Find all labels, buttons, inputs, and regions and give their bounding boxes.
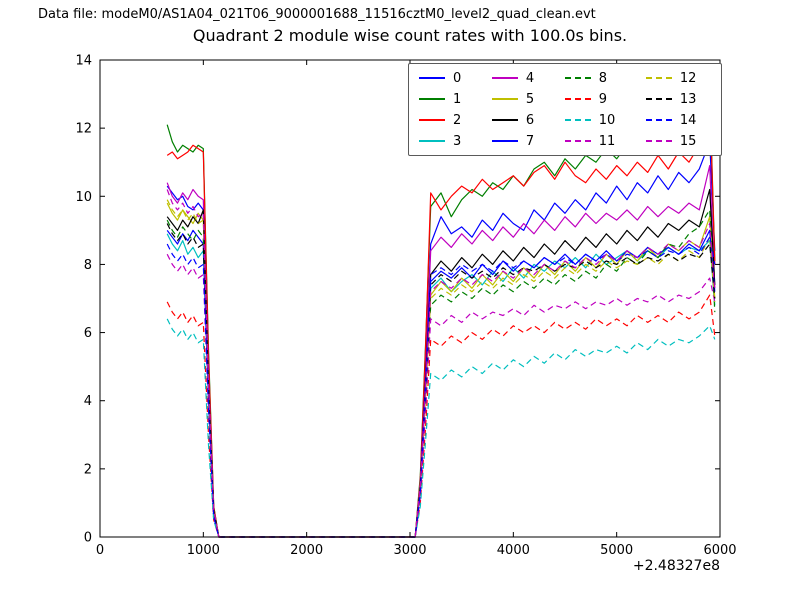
- series-line-15: [166, 189, 716, 538]
- legend-label: 3: [453, 133, 462, 149]
- series-line-3: [166, 233, 716, 538]
- legend-line-sample: [564, 119, 591, 121]
- x-tick-label: 0: [96, 543, 104, 558]
- legend-line-sample: [645, 77, 672, 79]
- legend-line-sample: [645, 140, 672, 142]
- legend-item-8: 8: [564, 69, 630, 87]
- y-tick-label: 6: [84, 326, 92, 341]
- legend-line-sample: [419, 98, 445, 100]
- x-tick-label: 6000: [703, 543, 736, 558]
- legend-line-sample: [645, 98, 672, 100]
- series-line-5: [166, 202, 716, 538]
- legend-label: 14: [679, 112, 697, 128]
- legend-label: 11: [598, 133, 616, 149]
- x-tick-label: 1000: [187, 543, 220, 558]
- legend-label: 6: [525, 112, 535, 128]
- y-tick-label: 0: [84, 531, 92, 546]
- legend-label: 12: [679, 70, 697, 86]
- legend-item-4: 4: [491, 69, 549, 87]
- legend-label: 7: [525, 133, 535, 149]
- legend-line-sample: [491, 98, 518, 100]
- y-tick-label: 8: [84, 258, 92, 273]
- legend-label: 4: [525, 70, 535, 86]
- y-tick-label: 4: [84, 394, 92, 409]
- series-line-8: [166, 209, 716, 538]
- legend-line-sample: [645, 119, 672, 121]
- x-tick-label: 4000: [497, 543, 530, 558]
- y-tick-label: 12: [75, 122, 92, 137]
- legend-item-9: 9: [564, 90, 630, 108]
- legend-item-15: 15: [645, 132, 711, 150]
- series-line-14: [166, 236, 716, 538]
- legend-item-12: 12: [645, 69, 711, 87]
- legend-line-sample: [564, 140, 591, 142]
- series-line-12: [166, 199, 716, 538]
- legend-label: 13: [679, 91, 697, 107]
- legend-line-sample: [491, 140, 518, 142]
- x-tick-label: 3000: [393, 543, 426, 558]
- x-axis-offset-label: +2.48327e8: [632, 558, 720, 574]
- legend-item-13: 13: [645, 90, 711, 108]
- y-tick-label: 2: [84, 462, 92, 477]
- legend: 0 1 2 3 4 5 6 7 8 9 10 11 12 13 14 15: [408, 63, 722, 156]
- legend-line-sample: [491, 77, 518, 79]
- legend-item-0: 0: [419, 69, 476, 87]
- series-line-13: [166, 223, 716, 538]
- series-line-11: [166, 253, 716, 538]
- legend-line-sample: [419, 77, 445, 79]
- legend-line-sample: [564, 98, 591, 100]
- legend-label: 15: [679, 133, 697, 149]
- legend-label: 1: [453, 91, 462, 107]
- legend-line-sample: [419, 140, 445, 142]
- x-tick-label: 5000: [600, 543, 633, 558]
- legend-label: 5: [525, 91, 535, 107]
- x-tick-label: 2000: [290, 543, 323, 558]
- series-line-0: [166, 141, 716, 538]
- legend-item-11: 11: [564, 132, 630, 150]
- datafile-label: Data file: modeM0/AS1A04_021T06_90000016…: [38, 7, 596, 22]
- y-tick-label: 14: [75, 54, 92, 69]
- legend-item-5: 5: [491, 90, 549, 108]
- legend-label: 2: [453, 112, 462, 128]
- series-line-9: [166, 294, 716, 538]
- legend-item-3: 3: [419, 132, 476, 150]
- legend-item-7: 7: [491, 132, 549, 150]
- chart-title: Quadrant 2 module wise count rates with …: [192, 26, 628, 45]
- y-tick-label: 10: [75, 190, 92, 205]
- legend-line-sample: [564, 77, 591, 79]
- legend-item-10: 10: [564, 111, 630, 129]
- series-line-6: [166, 188, 716, 538]
- series-line-7: [166, 229, 716, 538]
- legend-line-sample: [491, 119, 518, 121]
- legend-label: 8: [598, 70, 607, 86]
- legend-label: 0: [453, 70, 462, 86]
- legend-item-6: 6: [491, 111, 549, 129]
- legend-line-sample: [419, 119, 445, 121]
- legend-label: 9: [598, 91, 607, 107]
- series-line-10: [166, 318, 716, 538]
- series-line-2: [166, 93, 716, 538]
- series-line-4: [166, 165, 716, 538]
- legend-item-14: 14: [645, 111, 711, 129]
- legend-label: 10: [598, 112, 616, 128]
- legend-item-1: 1: [419, 90, 476, 108]
- legend-item-2: 2: [419, 111, 476, 129]
